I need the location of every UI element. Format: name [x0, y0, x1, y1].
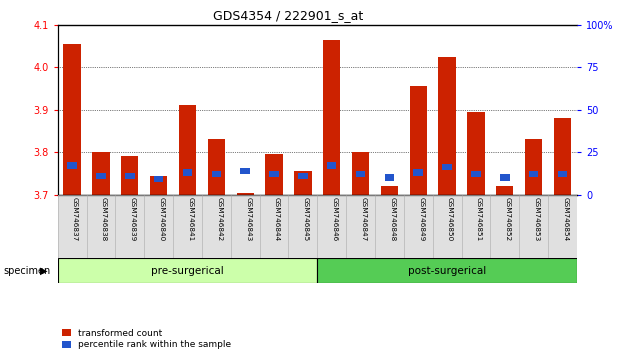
Text: GSM746847: GSM746847	[360, 196, 367, 241]
Text: ▶: ▶	[40, 266, 47, 276]
Bar	[212, 171, 221, 177]
Bar	[173, 195, 202, 258]
Bar	[529, 171, 538, 177]
Bar	[525, 139, 542, 195]
Text: GSM746838: GSM746838	[101, 196, 107, 241]
Bar	[548, 195, 577, 258]
Bar	[327, 162, 337, 169]
Text: pre-surgerical: pre-surgerical	[151, 266, 224, 276]
Bar	[356, 171, 365, 177]
Text: GSM746850: GSM746850	[447, 196, 453, 241]
Bar	[500, 174, 510, 181]
Legend: transformed count, percentile rank within the sample: transformed count, percentile rank withi…	[62, 329, 231, 349]
Bar	[496, 186, 513, 195]
Text: GDS4354 / 222901_s_at: GDS4354 / 222901_s_at	[213, 9, 363, 22]
Bar	[471, 171, 481, 177]
Text: GSM746854: GSM746854	[563, 196, 569, 241]
Bar	[240, 167, 250, 174]
Bar	[125, 173, 135, 179]
Bar	[294, 171, 312, 195]
Text: GSM746849: GSM746849	[418, 196, 424, 241]
Bar	[352, 152, 369, 195]
Bar	[404, 195, 433, 258]
Bar	[237, 193, 254, 195]
Bar	[288, 195, 317, 258]
Bar	[554, 118, 571, 195]
Bar	[467, 112, 485, 195]
Bar	[323, 40, 340, 195]
Bar	[58, 258, 317, 283]
Text: GSM746839: GSM746839	[129, 196, 136, 241]
Bar	[265, 154, 283, 195]
Bar	[298, 173, 308, 179]
Text: post-surgerical: post-surgerical	[408, 266, 487, 276]
Bar	[260, 195, 288, 258]
Bar	[63, 44, 81, 195]
Text: GSM746843: GSM746843	[245, 196, 251, 241]
Text: GSM746845: GSM746845	[303, 196, 309, 241]
Text: GSM746840: GSM746840	[158, 196, 165, 241]
Text: GSM746851: GSM746851	[476, 196, 482, 241]
Bar	[121, 156, 138, 195]
Bar	[144, 195, 173, 258]
Bar	[558, 171, 567, 177]
Text: GSM746844: GSM746844	[274, 196, 280, 241]
Bar	[208, 139, 225, 195]
Bar	[154, 176, 163, 182]
Bar	[413, 169, 423, 176]
Bar	[87, 195, 115, 258]
Bar	[96, 173, 106, 179]
Text: specimen: specimen	[3, 266, 51, 276]
Text: GSM746841: GSM746841	[188, 196, 194, 241]
Bar	[58, 195, 87, 258]
Bar	[438, 57, 456, 195]
Text: GSM746837: GSM746837	[72, 196, 78, 241]
Bar	[115, 195, 144, 258]
Bar	[269, 171, 279, 177]
Text: GSM746842: GSM746842	[216, 196, 222, 241]
Bar	[410, 86, 427, 195]
Bar	[462, 195, 490, 258]
Text: GSM746846: GSM746846	[332, 196, 338, 241]
Bar	[490, 195, 519, 258]
Bar	[385, 174, 394, 181]
Bar	[183, 169, 192, 176]
Bar	[346, 195, 375, 258]
Bar	[519, 195, 548, 258]
Text: GSM746853: GSM746853	[533, 196, 540, 241]
Bar	[202, 195, 231, 258]
Bar	[433, 195, 462, 258]
Bar	[92, 152, 110, 195]
Bar	[231, 195, 260, 258]
Bar	[150, 176, 167, 195]
Bar	[67, 162, 77, 169]
Bar	[375, 195, 404, 258]
Bar	[179, 105, 196, 195]
Bar	[381, 186, 398, 195]
Text: GSM746848: GSM746848	[389, 196, 395, 241]
Text: GSM746852: GSM746852	[505, 196, 511, 241]
Bar	[442, 164, 452, 171]
Bar	[317, 195, 346, 258]
Bar	[317, 258, 577, 283]
